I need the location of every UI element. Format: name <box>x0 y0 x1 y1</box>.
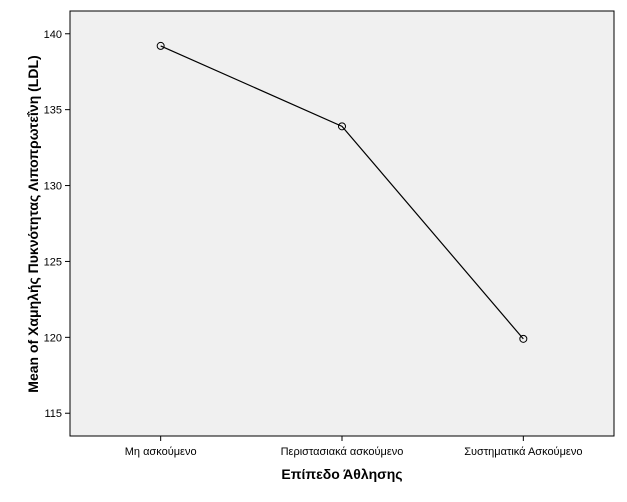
x-tick-label: Περιστασιακά ασκούμενο <box>281 446 404 458</box>
y-axis-title: Mean of Χαμηλής Πυκνότητας Λιποπρωτεΐνη … <box>25 55 41 392</box>
data-point <box>338 122 346 131</box>
y-tick-label: 140 <box>44 29 62 41</box>
x-axis-ticks: Μη ασκούμενο Περιστασιακά ασκούμενο Συστημ… <box>125 436 582 458</box>
x-axis-title: Επίπεδο Άθλησης <box>281 466 402 482</box>
series-line <box>160 45 524 340</box>
data-point <box>519 334 528 343</box>
y-tick-label: 120 <box>44 332 62 344</box>
data-point <box>156 41 165 50</box>
x-tick-label: Συστηματικά Ασκούμενο <box>464 446 582 458</box>
y-axis-ticks: 115 120 125 130 135 140 <box>44 29 70 420</box>
y-tick-label: 135 <box>44 105 62 117</box>
series-markers <box>156 41 528 343</box>
plot-area <box>69 10 615 437</box>
y-tick-label: 125 <box>44 256 62 268</box>
y-tick-label: 130 <box>44 181 62 193</box>
x-tick-label: Μη ασκούμενο <box>125 446 197 458</box>
y-tick-label: 115 <box>44 408 62 420</box>
